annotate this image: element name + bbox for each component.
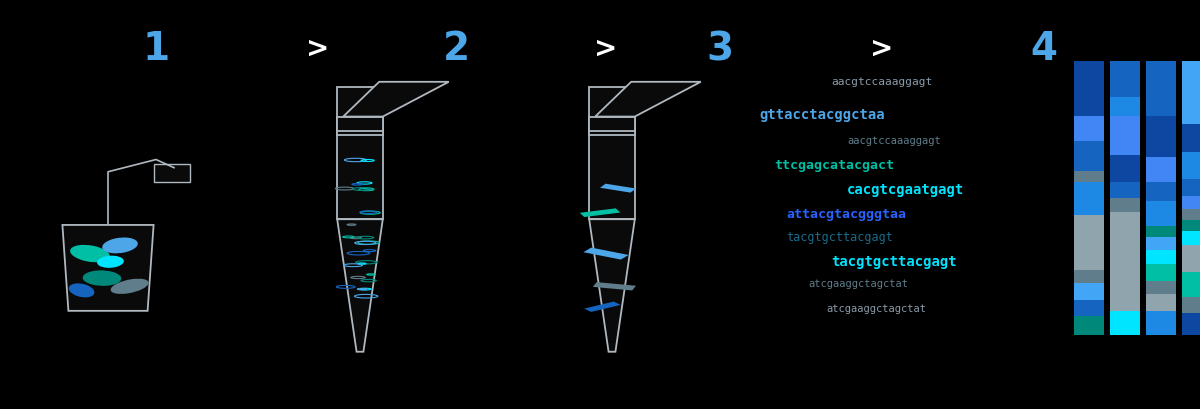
Text: 3: 3: [707, 30, 733, 68]
Bar: [337, 117, 383, 131]
Bar: [589, 119, 635, 135]
Bar: [1146, 201, 1176, 226]
Ellipse shape: [68, 283, 95, 297]
Ellipse shape: [110, 279, 149, 294]
Text: 4: 4: [1031, 30, 1057, 68]
Bar: [1110, 116, 1140, 155]
Ellipse shape: [83, 270, 121, 286]
Bar: [337, 119, 383, 135]
Bar: [1182, 152, 1200, 179]
Bar: [1110, 198, 1140, 212]
Text: >: >: [594, 35, 618, 63]
Text: 1: 1: [143, 30, 169, 68]
Bar: [1146, 157, 1176, 182]
Bar: [1146, 116, 1176, 157]
Text: ttcgagcatacgact: ttcgagcatacgact: [774, 159, 894, 172]
Bar: [1182, 179, 1200, 196]
Bar: [1110, 311, 1140, 335]
Text: tacgtgcttacgagt: tacgtgcttacgagt: [832, 255, 956, 269]
Text: 2: 2: [443, 30, 469, 68]
Bar: [1074, 141, 1104, 171]
Bar: [1110, 155, 1140, 182]
Bar: [1146, 237, 1176, 250]
Bar: [1146, 264, 1176, 281]
Bar: [1146, 294, 1176, 311]
Bar: [1182, 297, 1200, 313]
Bar: [1074, 116, 1104, 141]
Bar: [1146, 281, 1176, 294]
Bar: [1146, 311, 1176, 335]
Text: aacgtccaaaggagt: aacgtccaaaggagt: [847, 136, 941, 146]
Bar: [1074, 182, 1104, 215]
Bar: [1110, 97, 1140, 116]
Bar: [1182, 231, 1200, 245]
Text: gttacctacggctaa: gttacctacggctaa: [760, 108, 884, 121]
Bar: [1182, 220, 1200, 231]
Polygon shape: [343, 82, 449, 117]
Bar: [589, 87, 635, 219]
Bar: [1110, 61, 1140, 97]
Bar: [1146, 61, 1176, 116]
Bar: [1182, 124, 1200, 152]
Bar: [1074, 283, 1104, 300]
Text: cacgtcgaatgagt: cacgtcgaatgagt: [847, 183, 965, 197]
Ellipse shape: [97, 256, 124, 268]
Bar: [1146, 182, 1176, 201]
Ellipse shape: [102, 238, 138, 253]
Bar: [584, 301, 620, 312]
Text: tacgtgcttacgagt: tacgtgcttacgagt: [786, 231, 894, 244]
Bar: [1110, 182, 1140, 198]
Bar: [1074, 316, 1104, 335]
Polygon shape: [595, 82, 701, 117]
Bar: [1074, 300, 1104, 316]
Bar: [589, 117, 635, 131]
Bar: [1074, 61, 1104, 116]
Bar: [1182, 272, 1200, 297]
Ellipse shape: [70, 245, 110, 262]
Bar: [580, 208, 620, 217]
Bar: [1182, 313, 1200, 335]
Text: >: >: [306, 35, 330, 63]
Bar: [600, 184, 636, 193]
Text: atcgaaggctagctat: atcgaaggctagctat: [826, 304, 926, 314]
Bar: [1146, 226, 1176, 237]
Text: atcgaaggctagctat: atcgaaggctagctat: [808, 279, 908, 289]
Bar: [1074, 171, 1104, 182]
Polygon shape: [337, 219, 383, 352]
Bar: [1182, 196, 1200, 209]
Bar: [593, 282, 636, 290]
Polygon shape: [62, 225, 154, 311]
Bar: [1182, 245, 1200, 272]
Bar: [1182, 209, 1200, 220]
Text: attacgtacgggtaa: attacgtacgggtaa: [786, 208, 906, 221]
Bar: [583, 247, 629, 260]
Bar: [337, 87, 383, 219]
Text: >: >: [870, 35, 894, 63]
Bar: [1146, 250, 1176, 264]
Bar: [1074, 215, 1104, 270]
Text: aacgtccaaaggagt: aacgtccaaaggagt: [832, 77, 932, 87]
Polygon shape: [589, 219, 635, 352]
FancyBboxPatch shape: [154, 164, 190, 182]
Bar: [1074, 270, 1104, 283]
Bar: [1110, 212, 1140, 311]
Bar: [1182, 61, 1200, 124]
